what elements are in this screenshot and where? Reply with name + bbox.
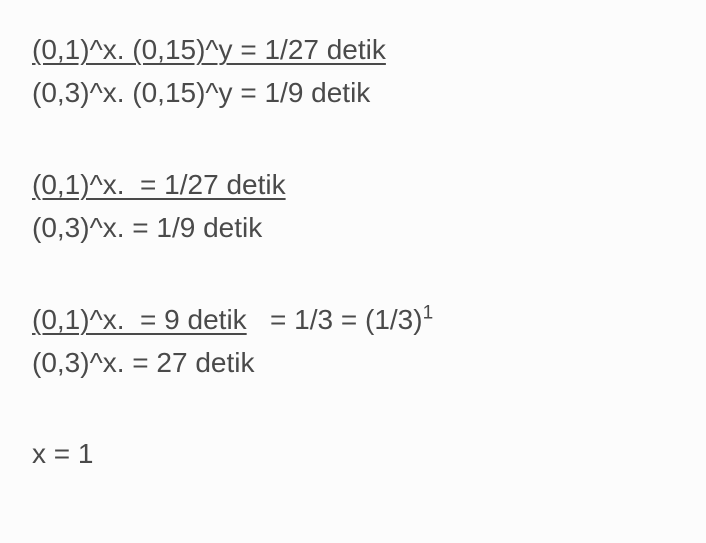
equation-text: = 1/3 = (1/3) [247, 304, 423, 335]
equation-line: (0,3)^x. = 27 detik [32, 341, 674, 384]
equation-text: (0,3)^x. = 27 detik [32, 347, 254, 378]
equation-block-4: x = 1 [32, 432, 674, 475]
equation-text-underlined: (0,1)^x. (0,15)^y = 1/27 detik [32, 34, 386, 65]
equation-line: (0,3)^x. (0,15)^y = 1/9 detik [32, 71, 674, 114]
equation-text: (0,3)^x. = 1/9 detik [32, 212, 262, 243]
equation-block-3: (0,1)^x. = 9 detik = 1/3 = (1/3)1 (0,3)^… [32, 298, 674, 385]
equation-line: (0,3)^x. = 1/9 detik [32, 206, 674, 249]
equation-text: x = 1 [32, 438, 93, 469]
equation-line: (0,1)^x. = 9 detik = 1/3 = (1/3)1 [32, 298, 674, 341]
equation-text-underlined: (0,1)^x. = 9 detik [32, 304, 247, 335]
equation-line: x = 1 [32, 432, 674, 475]
equation-line: (0,1)^x. = 1/27 detik [32, 163, 674, 206]
equation-text: (0,3)^x. (0,15)^y = 1/9 detik [32, 77, 370, 108]
equation-block-1: (0,1)^x. (0,15)^y = 1/27 detik (0,3)^x. … [32, 28, 674, 115]
equation-block-2: (0,1)^x. = 1/27 detik (0,3)^x. = 1/9 det… [32, 163, 674, 250]
equation-line: (0,1)^x. (0,15)^y = 1/27 detik [32, 28, 674, 71]
math-work-content: (0,1)^x. (0,15)^y = 1/27 detik (0,3)^x. … [0, 0, 706, 476]
superscript-exponent: 1 [423, 302, 434, 323]
equation-text-underlined: (0,1)^x. = 1/27 detik [32, 169, 286, 200]
